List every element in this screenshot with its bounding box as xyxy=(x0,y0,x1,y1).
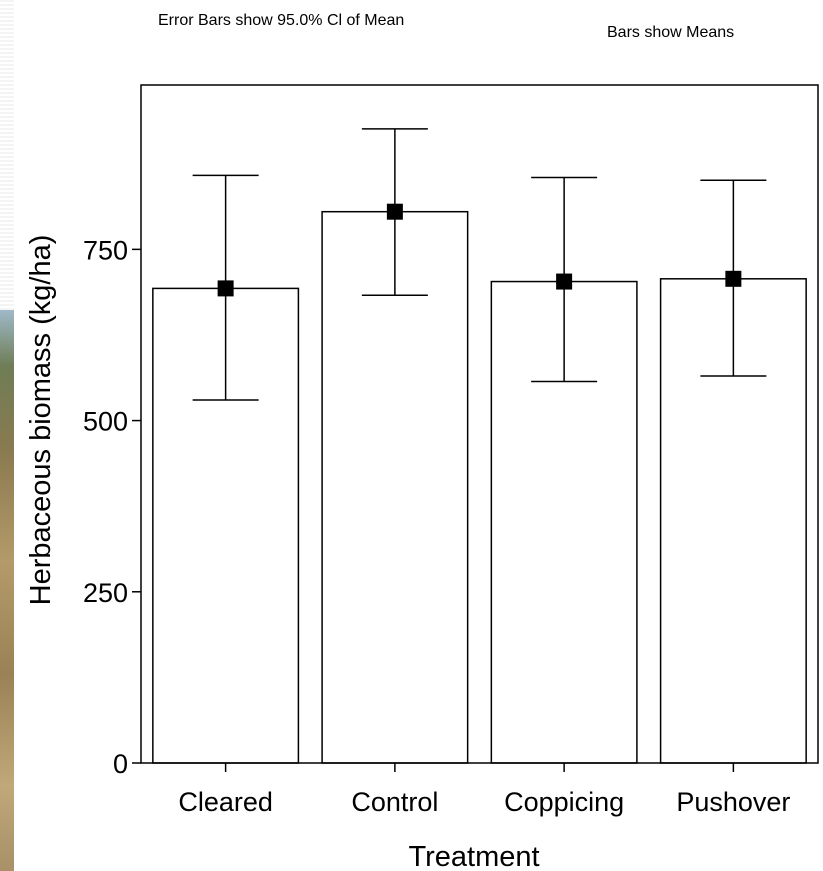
error-bars-layer xyxy=(192,128,767,401)
x-axis-title: Treatment xyxy=(408,841,539,871)
y-axis-title: Herbaceous biomass (kg/ha) xyxy=(25,235,57,606)
x-tick-label: Coppicing xyxy=(504,787,624,817)
bars-layer xyxy=(152,210,807,764)
mean-marker-cleared xyxy=(217,280,234,297)
bars-note: Bars show Means xyxy=(607,24,735,41)
y-tick-label: 500 xyxy=(83,407,128,437)
y-tick-label: 0 xyxy=(113,749,128,779)
plot-frame xyxy=(140,84,819,764)
background-slide-pattern xyxy=(0,0,14,310)
error-bars-note: Error Bars show 95.0% Cl of Mean xyxy=(158,12,405,29)
background-photo-strip xyxy=(0,310,14,871)
y-tick-label: 250 xyxy=(83,578,128,608)
x-tick-label: Control xyxy=(351,787,438,817)
mean-marker-control xyxy=(386,203,403,220)
x-tick-label: Cleared xyxy=(178,787,273,817)
axes-layer: Cleared Control Coppicing Pushover 0 250 500 75… xyxy=(83,84,819,817)
mean-marker-coppicing xyxy=(556,273,573,290)
mean-marker-pushover xyxy=(725,270,742,287)
y-tick-label: 750 xyxy=(83,235,128,265)
x-tick-label: Pushover xyxy=(676,787,790,817)
bar-control xyxy=(321,210,469,764)
